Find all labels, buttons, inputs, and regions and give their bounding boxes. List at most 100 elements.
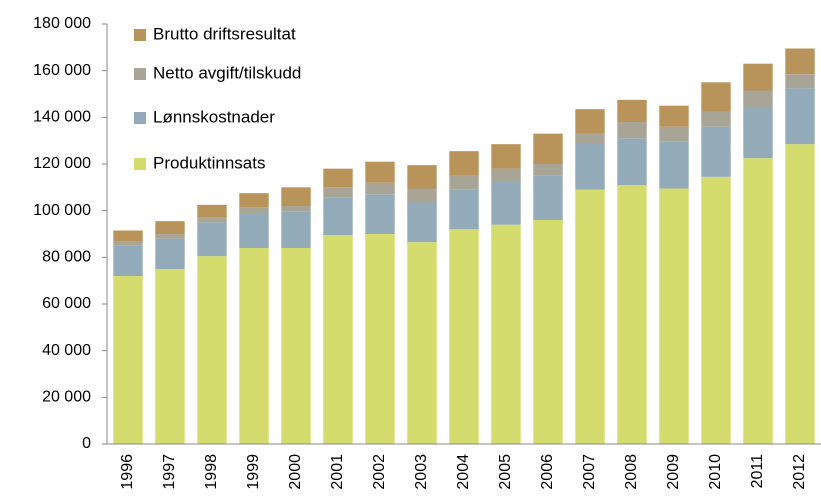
bar-segment	[491, 181, 521, 225]
y-tick-label: 20 000	[42, 389, 91, 406]
x-tick-label: 2010	[707, 454, 724, 490]
bar-segment	[449, 189, 479, 230]
bar-segment	[575, 143, 605, 190]
bar-segment	[617, 99, 647, 122]
legend-swatch	[134, 158, 146, 170]
bar-segment	[659, 105, 689, 127]
bar-segment	[155, 269, 185, 444]
bar-segment	[281, 206, 311, 212]
bar-segment	[617, 138, 647, 185]
bar-segment	[617, 122, 647, 139]
bar-segment	[407, 202, 437, 243]
bar-segment	[701, 126, 731, 177]
y-tick-label: 0	[82, 435, 91, 452]
y-tick-label: 160 000	[33, 62, 91, 79]
bar-segment	[785, 144, 815, 444]
bar-segment	[113, 230, 143, 241]
y-tick-label: 180 000	[33, 15, 91, 32]
bar-segment	[281, 211, 311, 248]
legend-swatch	[134, 29, 146, 41]
x-tick-label: 2007	[581, 454, 598, 490]
legend-label: Netto avgift/tilskudd	[153, 63, 301, 82]
y-tick-label: 60 000	[42, 295, 91, 312]
legend-label: Lønnskostnader	[153, 107, 275, 126]
legend-label: Brutto driftsresultat	[153, 24, 296, 43]
bar-segment	[743, 63, 773, 91]
y-tick-label: 80 000	[42, 249, 91, 266]
legend-swatch	[134, 112, 146, 124]
bar-segment	[407, 188, 437, 203]
bar-segment	[365, 194, 395, 234]
bar-segment	[659, 141, 689, 189]
x-tick-label: 2002	[371, 454, 388, 490]
bar-segment	[323, 197, 353, 236]
bar-segment	[449, 229, 479, 444]
bar-segment	[701, 111, 731, 127]
bar-segment	[365, 182, 395, 195]
bar-segment	[575, 133, 605, 143]
bar-segment	[281, 187, 311, 206]
x-tick-label: 2001	[329, 454, 346, 490]
y-tick-label: 120 000	[33, 155, 91, 172]
bar-segment	[743, 108, 773, 159]
x-tick-label: 2000	[287, 454, 304, 490]
bar-segment	[617, 185, 647, 444]
y-tick-label: 100 000	[33, 202, 91, 219]
x-tick-label: 2012	[791, 454, 808, 490]
x-tick-label: 2006	[539, 454, 556, 490]
bar-segment	[533, 133, 563, 164]
x-tick-label: 1996	[119, 454, 136, 490]
bar-segment	[323, 235, 353, 444]
bar-segment	[659, 126, 689, 142]
bar-segment	[239, 213, 269, 248]
bar-segment	[533, 220, 563, 444]
bar-segment	[449, 151, 479, 176]
bar-segment	[113, 245, 143, 276]
x-tick-label: 2004	[455, 454, 472, 490]
bar-segment	[407, 242, 437, 444]
legend-swatch	[134, 68, 146, 80]
bar-segment	[239, 193, 269, 208]
bar-segment	[365, 161, 395, 183]
x-tick-label: 2011	[749, 454, 766, 489]
legend-label: Produktinnsats	[153, 153, 265, 172]
bar-segment	[533, 164, 563, 176]
bar-segment	[365, 234, 395, 444]
bar-segment	[743, 90, 773, 108]
x-tick-label: 2008	[623, 454, 640, 490]
bar-segment	[743, 158, 773, 444]
x-tick-label: 1998	[203, 454, 220, 490]
y-tick-label: 140 000	[33, 109, 91, 126]
x-tick-label: 2003	[413, 454, 430, 490]
bar-segment	[197, 256, 227, 444]
bar-segment	[701, 176, 731, 445]
bar-segment	[113, 276, 143, 444]
bar-segment	[659, 188, 689, 444]
bar-segment	[197, 204, 227, 218]
bar-segment	[785, 88, 815, 145]
bar-segment	[239, 207, 269, 213]
bar-segment	[701, 82, 731, 112]
bar-segment	[575, 189, 605, 444]
bar-segment	[449, 175, 479, 190]
bar-segment	[491, 144, 521, 169]
bar-segment	[155, 234, 185, 239]
bar-segment	[491, 224, 521, 444]
bar-segment	[155, 221, 185, 234]
bar-segment	[155, 238, 185, 269]
bar-segment	[785, 74, 815, 89]
bar-segment	[491, 168, 521, 182]
bar-segment	[113, 241, 143, 246]
bar-segment	[323, 187, 353, 198]
bar-segment	[197, 217, 227, 223]
y-tick-label: 40 000	[42, 342, 91, 359]
bar-segment	[323, 168, 353, 188]
bar-segment	[533, 175, 563, 220]
x-tick-label: 2005	[497, 454, 514, 490]
x-tick-label: 2009	[665, 454, 682, 490]
bar-segment	[197, 222, 227, 257]
x-tick-label: 1999	[245, 454, 262, 490]
bar-segment	[575, 109, 605, 134]
bar-segment	[281, 248, 311, 444]
